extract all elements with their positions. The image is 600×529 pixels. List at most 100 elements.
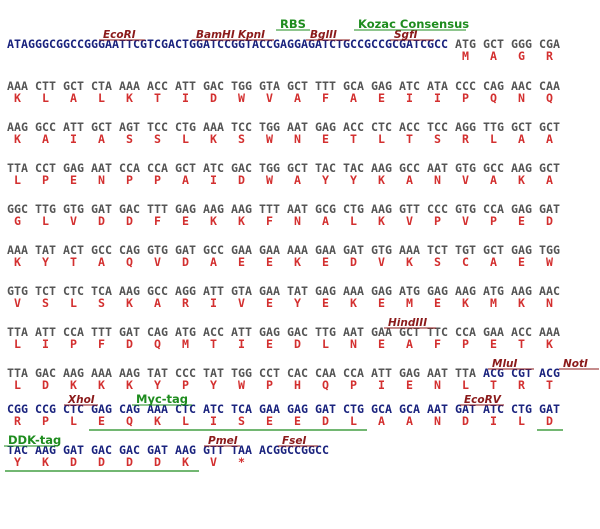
codon: AAT	[427, 161, 448, 175]
amino-acid: K	[546, 337, 553, 351]
codon: TTA	[7, 325, 28, 339]
amino-acid: A	[406, 173, 413, 187]
amino-acid: S	[126, 132, 133, 146]
amino-acid: L	[14, 337, 21, 351]
amino-acid: M	[490, 296, 497, 310]
amino-acid: N	[518, 91, 525, 105]
codon: TGT	[455, 243, 476, 257]
amino-acid: P	[154, 173, 161, 187]
amino-acid: D	[546, 214, 553, 228]
amino-acid: L	[42, 214, 49, 228]
codon: GAT	[63, 443, 84, 457]
codon: GAG	[371, 284, 392, 298]
codon: TTG	[35, 202, 56, 216]
codon: GAG	[175, 202, 196, 216]
amino-acid: W	[546, 255, 553, 269]
amino-acid: E	[238, 255, 245, 269]
restriction-site: FseI	[282, 435, 307, 447]
amino-acid: D	[210, 91, 217, 105]
codon: ATT	[203, 284, 224, 298]
codon: GTT	[399, 202, 420, 216]
codon: GTG	[371, 243, 392, 257]
amino-acid: I	[238, 337, 245, 351]
codon: GAG	[511, 243, 532, 257]
restriction-site: PmeI	[208, 435, 238, 447]
codon: CTA	[91, 79, 112, 93]
amino-acid: E	[98, 414, 105, 428]
amino-acid: E	[378, 296, 385, 310]
codon: CTC	[371, 120, 392, 134]
amino-acid: V	[378, 255, 385, 269]
amino-acid: M	[462, 49, 469, 63]
amino-acid: Y	[294, 296, 301, 310]
amino-acid: F	[98, 337, 105, 351]
codon: GAT	[539, 402, 560, 416]
codon: AAT	[91, 161, 112, 175]
amino-acid: A	[378, 414, 385, 428]
codon: TCA	[91, 284, 112, 298]
codon: AGG	[455, 120, 476, 134]
codon: CCA	[483, 202, 504, 216]
codon: ACC	[343, 120, 364, 134]
amino-acid: K	[42, 455, 49, 469]
codon: CCC	[175, 366, 196, 380]
codon: GTG	[455, 161, 476, 175]
feature-label: Myc-tag	[136, 392, 188, 406]
amino-acid: K	[182, 455, 189, 469]
amino-acid: K	[14, 255, 21, 269]
codon: CCA	[343, 366, 364, 380]
amino-acid: C	[462, 255, 469, 269]
codon: CAC	[287, 366, 308, 380]
codon: GAA	[259, 284, 280, 298]
codon: TAT	[203, 366, 224, 380]
codon: AAT	[427, 366, 448, 380]
codon: ACC	[399, 120, 420, 134]
codon: CTT	[35, 79, 56, 93]
amino-acid: L	[378, 132, 385, 146]
codon: ATG	[175, 325, 196, 339]
amino-acid: E	[70, 173, 77, 187]
codon: GAT	[315, 402, 336, 416]
amino-acid: P	[70, 337, 77, 351]
amino-acid: V	[210, 455, 217, 469]
amino-acid: M	[406, 296, 413, 310]
amino-acid: G	[14, 214, 21, 228]
codon: CCT	[259, 366, 280, 380]
amino-acid: I	[182, 91, 189, 105]
amino-acid: E	[294, 414, 301, 428]
codon: GAT	[119, 325, 140, 339]
codon: AAG	[371, 161, 392, 175]
amino-acid: A	[350, 91, 357, 105]
amino-acid: L	[350, 414, 357, 428]
codon: AAC	[511, 79, 532, 93]
amino-acid: P	[126, 173, 133, 187]
codon: CTC	[63, 284, 84, 298]
codon: GCT	[63, 79, 84, 93]
codon: CCA	[119, 161, 140, 175]
codon: AAT	[287, 120, 308, 134]
amino-acid: G	[518, 49, 525, 63]
amino-acid: V	[238, 296, 245, 310]
amino-acid: S	[434, 255, 441, 269]
amino-acid: A	[490, 255, 497, 269]
amino-acid: V	[462, 214, 469, 228]
codon: GCT	[287, 161, 308, 175]
amino-acid: A	[546, 173, 553, 187]
codon: GAC	[35, 366, 56, 380]
codon: GAC	[203, 79, 224, 93]
codon: TTA	[7, 366, 28, 380]
codon: ATT	[35, 325, 56, 339]
amino-acid: N	[294, 214, 301, 228]
codon: GAG	[315, 120, 336, 134]
amino-acid: K	[14, 132, 21, 146]
amino-acid: K	[378, 214, 385, 228]
amino-acid: Y	[42, 255, 49, 269]
amino-acid: D	[126, 214, 133, 228]
codon: ATT	[231, 325, 252, 339]
amino-acid: V	[14, 296, 21, 310]
codon: TAT	[35, 243, 56, 257]
amino-acid: V	[70, 214, 77, 228]
codon: GAG	[511, 202, 532, 216]
codon: GAG	[427, 284, 448, 298]
